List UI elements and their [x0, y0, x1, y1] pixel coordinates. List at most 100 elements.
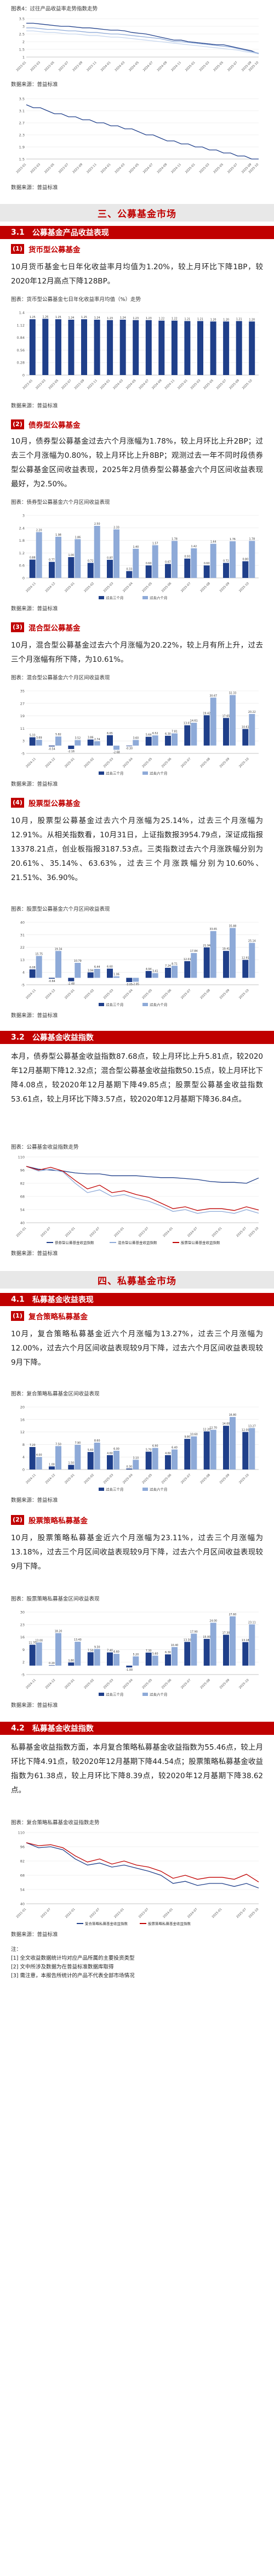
data-label: 8.71: [172, 962, 178, 966]
y-tick-label: 4: [22, 971, 25, 975]
x-tick-label: 2021-01: [16, 1908, 27, 1919]
paragraph-money-fund: 10月货币基金七日年化收益率月均值为1.20%，较上月环比下降1BP，较2020…: [11, 263, 263, 286]
subheading-number: (1): [11, 1311, 24, 1321]
bar: [55, 1446, 61, 1470]
bar: [49, 978, 55, 979]
x-tick-label: 2023-07: [58, 163, 70, 174]
legend-label: 过去三个月: [106, 595, 124, 600]
bar: [133, 740, 139, 746]
data-label: 0.60: [204, 562, 210, 565]
bar: [55, 951, 61, 978]
x-tick-label: 2025-04: [122, 989, 134, 1000]
x-tick-label: 2024-05: [128, 61, 140, 72]
legend-swatch: [142, 1488, 148, 1491]
bar: [203, 715, 210, 746]
bar: [94, 1649, 100, 1666]
data-label: 7.90: [75, 1442, 81, 1445]
x-tick-label: 2025-09: [219, 989, 231, 1000]
x-tick-label: 2025-07: [216, 379, 227, 390]
bar: [165, 735, 171, 746]
data-label: 13.30: [184, 1638, 191, 1642]
heading-number: 3.2: [11, 1033, 25, 1042]
data-label: 1.42: [191, 545, 197, 548]
x-tick-label: 2024-09: [151, 379, 163, 390]
bar: [223, 718, 229, 746]
x-tick-label: 2024-01: [100, 163, 111, 174]
data-label: 0.20: [49, 1662, 55, 1665]
y-tick-label: 30: [20, 1610, 25, 1615]
legend-swatch: [142, 1693, 148, 1696]
data-label: 18.20: [55, 1630, 62, 1633]
data-label: 3.41: [152, 970, 158, 973]
bar: [29, 559, 36, 578]
x-tick-label: 2025-07: [236, 1908, 248, 1919]
x-tick-label: 2025-04: [122, 1678, 134, 1690]
bar: [75, 539, 81, 578]
bar: [249, 321, 255, 375]
x-tick-label: 2025-05: [213, 163, 225, 174]
data-label: 32.33: [229, 692, 237, 695]
data-label: 13.00: [35, 1639, 43, 1642]
data-label: 1.25: [55, 316, 61, 319]
data-label: 9.80: [184, 1435, 190, 1439]
data-label: 0.72: [223, 560, 229, 563]
x-tick-label: 2021-07: [41, 1908, 52, 1919]
legend-label: 过去三个月: [106, 1487, 124, 1492]
x-tick-label: 2025-06: [161, 1678, 173, 1690]
x-tick-label: 2025-05: [142, 757, 153, 769]
data-label: 0.67: [165, 561, 171, 564]
data-label: 15.75: [35, 952, 43, 956]
x-tick-label: 2025-01: [64, 1473, 75, 1484]
legend-label: 混合型公募基金收益指数: [118, 1240, 157, 1245]
bar: [242, 1432, 249, 1469]
x-tick-label: 2024-03: [113, 379, 124, 390]
bar: [191, 548, 197, 578]
chart-money-fund: 0 0.28 0.56 0.84 1.12 1.4 1.25 2023-01 1.26 2023-…: [11, 305, 263, 398]
bar: [172, 1647, 178, 1666]
y-tick-label: 1.2: [19, 551, 25, 555]
x-tick-label: 2025-09: [219, 1473, 231, 1485]
x-tick-label: 2022-01: [65, 1908, 76, 1919]
y-tick-label: 0: [22, 576, 25, 581]
y-tick-label: -5: [21, 1673, 25, 1677]
note-line: [1] 全文收益数据统计均对应产品所属的主要投资类型: [11, 1955, 135, 1961]
x-tick-label: 2025-03: [103, 1678, 115, 1690]
bar: [36, 956, 42, 978]
y-tick-label: 54: [20, 1888, 25, 1892]
bar: [191, 723, 197, 746]
data-label: 6.30: [165, 1651, 171, 1654]
bar: [184, 321, 191, 375]
figure-title: 图表：债券型公募基金六个月区间收益表现: [11, 500, 110, 506]
heading-3-2: 3.2 公募基金收益指数: [0, 1031, 274, 1044]
bar: [223, 321, 230, 375]
x-tick-label: 2024-07: [139, 379, 150, 390]
y-tick-label: 8: [22, 1443, 25, 1447]
y-tick-label: 2.3: [19, 133, 25, 138]
y-tick-label: 68: [20, 1195, 25, 1199]
x-tick-label: 2023-07: [61, 379, 72, 390]
bar: [87, 563, 94, 578]
y-tick-label: 2: [22, 1660, 25, 1665]
bar: [55, 319, 61, 375]
bar: [107, 559, 113, 578]
x-tick-label: 2025-02: [84, 989, 95, 1000]
data-label: 1.80: [68, 1659, 74, 1663]
bar: [107, 320, 113, 375]
data-label: 0.60: [146, 562, 152, 565]
y-tick-label: 82: [20, 1859, 25, 1864]
chart-1: 1 1.5 2 2.5 3 3.5 2023-01 2023-03 2023-05 2023-07…: [11, 14, 263, 75]
x-tick-label: 2025-05: [203, 379, 214, 390]
y-tick-label: 40: [20, 1902, 25, 1907]
data-label: 1.00: [49, 1463, 55, 1466]
bar: [203, 565, 210, 578]
y-tick-label: 3: [22, 25, 25, 29]
data-label: 1.23: [146, 317, 152, 320]
bar: [165, 968, 171, 978]
x-tick-label: 2022-07: [89, 1227, 101, 1238]
chart-private-index: 40 54 68 82 96 110 2021-01 2021-07 2022-01 2022-0…: [11, 1828, 263, 1927]
bar: [230, 541, 236, 578]
bar: [94, 741, 100, 746]
data-label: 1.25: [81, 316, 87, 319]
data-label: 11.70: [28, 1642, 36, 1645]
x-tick-label: 2024-11: [164, 379, 175, 390]
